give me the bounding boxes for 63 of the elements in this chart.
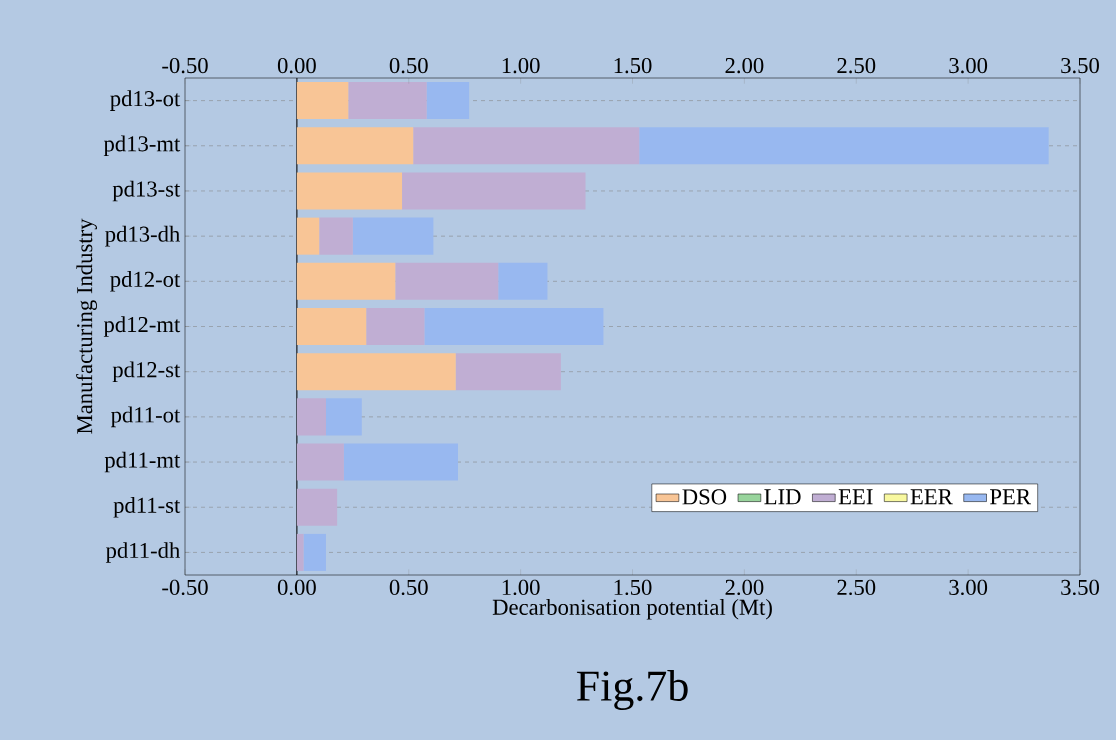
legend-label: DSO (682, 489, 727, 505)
bar (296, 307, 367, 346)
x-axis-title: Decarbonisation potential (Mt) (492, 598, 772, 620)
x2-tick-label: 2.00 (725, 57, 764, 74)
bar (296, 533, 304, 571)
bar (343, 443, 458, 481)
legend-label: PER (990, 489, 1031, 505)
y-tick-label: pd12-mt (103, 316, 181, 337)
bar (319, 217, 353, 255)
bar (296, 217, 320, 255)
y-tick-label: pd13-dh (105, 225, 180, 247)
y-tick-label: pd11-st (113, 496, 181, 518)
x2-tick-label: 0.00 (277, 57, 316, 74)
x2-tick-label: 2.50 (837, 57, 876, 74)
bar (296, 172, 403, 210)
legend-label: LID (764, 489, 801, 505)
x-tick-label: 0.00 (277, 579, 316, 596)
x-tick-label: 2.50 (837, 579, 876, 596)
x-tick-label: -0.50 (162, 579, 208, 596)
y-tick-label: pd12-ot (110, 271, 181, 292)
x2-tick-label: 1.00 (502, 57, 540, 74)
x2-tick-label: 3.50 (1061, 57, 1099, 74)
x2-tick-label: 3.00 (949, 57, 988, 74)
x2-tick-label: -0.50 (162, 57, 208, 74)
x-tick-label: 2.00 (725, 579, 764, 596)
bar (352, 217, 434, 255)
bar (348, 82, 427, 120)
bar (498, 262, 548, 300)
y-tick-label: pd11-mt (104, 451, 181, 473)
y-axis-title: Manufacturing Industry (76, 218, 97, 434)
bar (296, 82, 349, 120)
bar (639, 127, 1049, 165)
bar (402, 172, 586, 210)
y-tick-label: pd11-dh (105, 542, 180, 563)
y-tick-label: pd13-mt (103, 135, 181, 157)
bar (426, 82, 470, 120)
bar (424, 307, 604, 346)
bar (366, 307, 425, 346)
bar (296, 488, 338, 526)
legend-label: EER (910, 489, 953, 505)
y-tick-label: pd13-st (112, 180, 181, 202)
x-tick-label: 0.50 (389, 579, 428, 596)
bar (455, 353, 561, 391)
bar (296, 353, 456, 391)
bar (296, 443, 344, 481)
y-tick-label: pd11-ot (110, 406, 181, 428)
bar (296, 262, 396, 300)
bar (296, 127, 414, 165)
x-tick-label: 1.50 (614, 579, 652, 596)
bar (303, 533, 326, 571)
caption: Fig.7b (576, 669, 688, 711)
x-tick-label: 1.00 (502, 579, 540, 596)
bar (296, 398, 326, 436)
x-tick-label: 3.50 (1061, 579, 1099, 596)
x2-tick-label: 1.50 (614, 57, 652, 74)
legend-label: EEI (838, 489, 873, 505)
bar (325, 398, 362, 436)
x-tick-label: 3.00 (949, 579, 988, 596)
x2-tick-label: 0.50 (389, 57, 428, 74)
bar (413, 127, 640, 165)
y-tick-label: pd12-st (112, 361, 181, 382)
bar (395, 262, 499, 300)
y-tick-label: pd13-ot (110, 90, 181, 111)
